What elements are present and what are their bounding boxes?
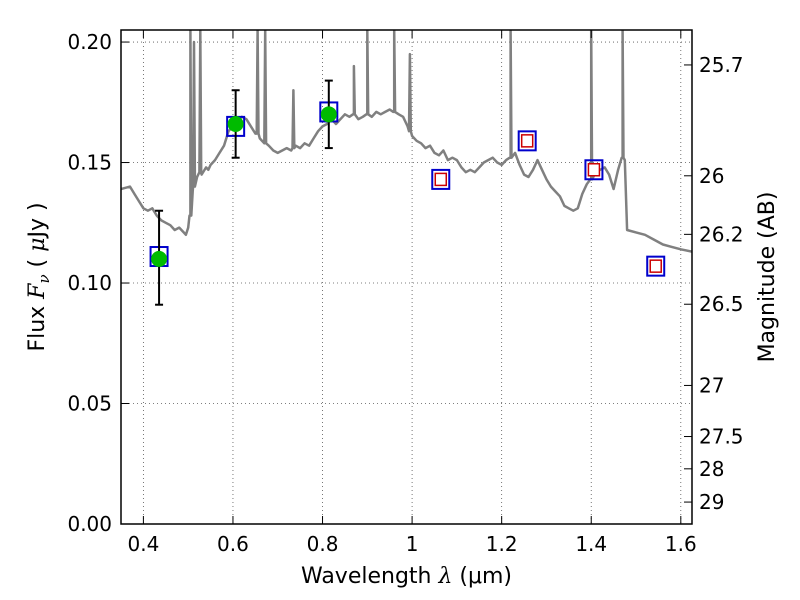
x-tick-label: 1.6: [665, 532, 697, 556]
y2-tick-label: 28: [699, 457, 724, 481]
y2-tick-label: 26.5: [699, 292, 744, 316]
y-tick-label: 0.20: [67, 30, 112, 54]
y2-tick-label: 27: [699, 373, 724, 397]
spectrum-line: [121, 30, 692, 253]
y2-tick-label: 26: [699, 164, 724, 188]
photometry-layer: [149, 79, 666, 306]
x-axis-label: Wavelength λ (μm): [301, 564, 512, 589]
y2-tick-label: 27.5: [699, 425, 744, 449]
observed-photometry-point: [320, 106, 337, 123]
x-tick-label: 1: [406, 532, 419, 556]
model-photometry-box: [517, 130, 537, 152]
y-tick-label: 0.05: [67, 392, 112, 416]
model-photometry-box: [646, 255, 666, 277]
y-axis-label: Flux Fν ( μJy ): [25, 202, 53, 351]
y2-tick-label: 26.2: [699, 222, 744, 246]
x-tick-label: 1.4: [575, 532, 607, 556]
model-photometry-box: [584, 159, 604, 181]
model-photometry-inner: [520, 134, 534, 148]
y-tick-label: 0.15: [67, 151, 112, 175]
observed-photometry-point: [151, 250, 168, 267]
model-photometry-inner: [434, 172, 448, 187]
y2-tick-label: 25.7: [699, 53, 744, 77]
x-tick-label: 0.8: [307, 532, 339, 556]
model-photometry-inner: [649, 259, 662, 273]
model-photometry-box: [431, 168, 451, 190]
x-tick-label: 1.2: [486, 532, 518, 556]
spectrum-layer: [121, 30, 692, 253]
y-tick-label: 0.00: [67, 512, 112, 536]
x-tick-label: 0.6: [217, 532, 249, 556]
axis-ticks: [121, 30, 692, 525]
y-tick-label: 0.10: [67, 271, 112, 295]
y2-axis-label: Magnitude (AB): [755, 192, 780, 363]
model-photometry-inner: [587, 163, 601, 177]
observed-photometry-point: [227, 115, 244, 132]
x-tick-label: 0.4: [127, 532, 159, 556]
y2-tick-label: 29: [699, 490, 724, 514]
axis-tick-labels: 0.4 0.6 0.8 1 1.2 1.4 1.6 0.00 0.05 0.10 0.15 0.20 2…: [67, 30, 743, 556]
plot-frame: [120, 29, 693, 525]
